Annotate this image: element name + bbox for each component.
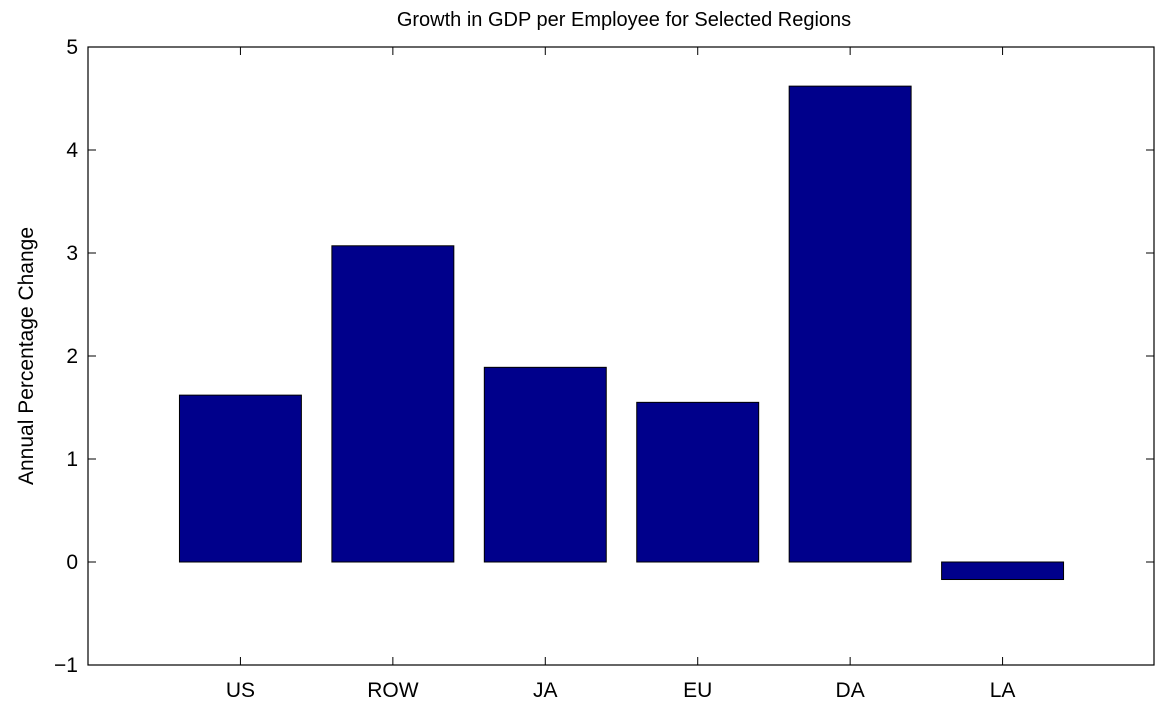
x-tick-label-eu: EU xyxy=(683,679,712,702)
bar-eu xyxy=(636,401,760,563)
x-tick-label-da: DA xyxy=(836,679,865,702)
x-tick-label-us: US xyxy=(226,679,255,702)
x-tick-label-row: ROW xyxy=(367,679,419,702)
axes-frame xyxy=(87,46,1155,666)
bar-ja xyxy=(483,366,607,563)
y-tick-label-5: 4 xyxy=(66,139,78,162)
y-tick-label-6: 5 xyxy=(66,36,78,59)
chart-title: Growth in GDP per Employee for Selected … xyxy=(397,9,851,31)
y-tick-label-0: −1 xyxy=(54,654,78,677)
bar-us xyxy=(178,394,302,563)
y-axis-label: Annual Percentage Change xyxy=(15,227,38,485)
y-tick-label-1: 0 xyxy=(66,551,78,574)
bar-da xyxy=(788,85,912,563)
bars-group xyxy=(178,85,1065,581)
y-tick-label-2: 1 xyxy=(66,448,78,471)
y-tick-label-3: 2 xyxy=(66,345,78,368)
x-tick-label-ja: JA xyxy=(533,679,558,702)
bar-la xyxy=(941,561,1065,581)
x-tick-label-la: LA xyxy=(990,679,1016,702)
tick-labels-group: US ROW JA EU DA LA −1 0 1 2 3 4 5 xyxy=(54,36,1015,702)
bar-row xyxy=(331,245,455,563)
y-tick-label-4: 3 xyxy=(66,242,78,265)
